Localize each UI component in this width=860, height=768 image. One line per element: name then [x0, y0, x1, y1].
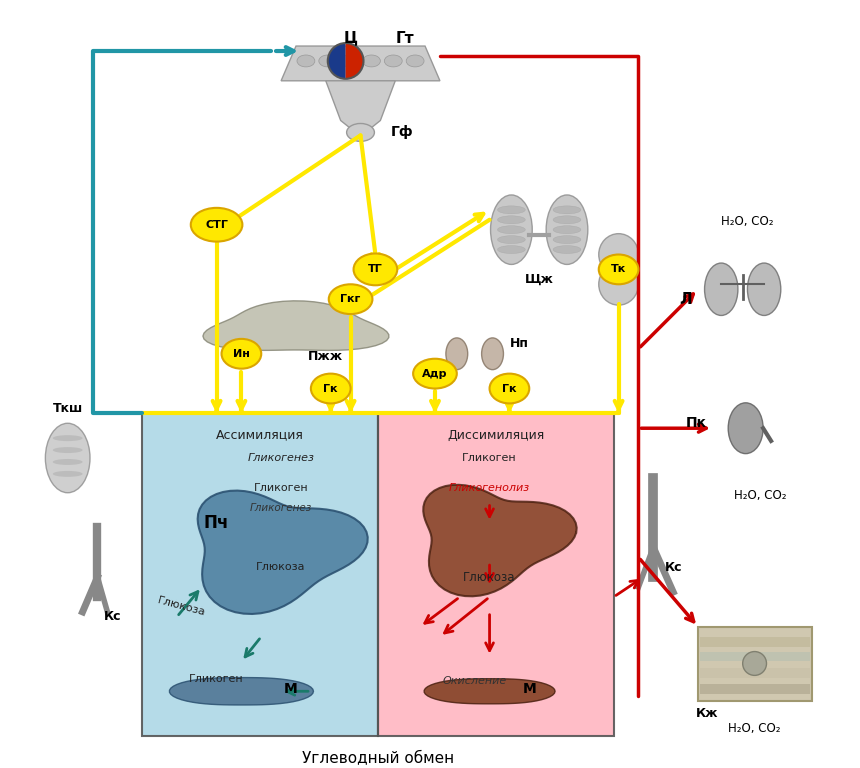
- Polygon shape: [326, 81, 396, 128]
- Ellipse shape: [406, 55, 424, 67]
- Ellipse shape: [222, 339, 261, 369]
- Ellipse shape: [329, 284, 372, 314]
- Ellipse shape: [310, 373, 351, 403]
- Text: H₂O, CO₂: H₂O, CO₂: [728, 723, 781, 736]
- Ellipse shape: [599, 254, 638, 284]
- Text: H₂O, CO₂: H₂O, CO₂: [734, 489, 787, 502]
- Text: Л: Л: [679, 292, 691, 306]
- Ellipse shape: [599, 263, 638, 305]
- Text: М: М: [522, 682, 536, 697]
- Text: Кс: Кс: [103, 611, 121, 624]
- Circle shape: [743, 651, 766, 675]
- Text: Глюкоза: Глюкоза: [256, 562, 306, 572]
- Text: Диссимиляция: Диссимиляция: [447, 429, 544, 442]
- Ellipse shape: [728, 402, 763, 454]
- Ellipse shape: [497, 236, 525, 243]
- Wedge shape: [328, 43, 346, 79]
- Ellipse shape: [599, 233, 638, 276]
- Ellipse shape: [413, 359, 457, 389]
- Wedge shape: [346, 43, 364, 79]
- Ellipse shape: [482, 338, 503, 369]
- Ellipse shape: [347, 124, 374, 141]
- Text: Тк: Тк: [611, 264, 626, 274]
- Ellipse shape: [546, 195, 588, 264]
- Ellipse shape: [52, 435, 83, 441]
- Ellipse shape: [704, 263, 738, 316]
- Ellipse shape: [319, 55, 337, 67]
- Ellipse shape: [191, 208, 243, 242]
- Bar: [700, 651, 810, 661]
- Text: Пч: Пч: [204, 514, 230, 531]
- Ellipse shape: [490, 195, 532, 264]
- Ellipse shape: [52, 459, 83, 465]
- Text: Ткш: Ткш: [52, 402, 83, 415]
- Text: Ц: Ц: [344, 31, 358, 45]
- Ellipse shape: [497, 206, 525, 214]
- Text: ТГ: ТГ: [368, 264, 383, 274]
- Text: Гкг: Гкг: [341, 294, 360, 304]
- Ellipse shape: [553, 216, 580, 223]
- Ellipse shape: [363, 55, 380, 67]
- Polygon shape: [281, 46, 440, 81]
- Bar: [700, 668, 810, 678]
- Text: Нп: Нп: [510, 337, 529, 350]
- Text: H₂O, CO₂: H₂O, CO₂: [722, 215, 774, 228]
- Ellipse shape: [553, 236, 580, 243]
- Text: Ассимиляция: Ассимиляция: [216, 429, 304, 442]
- Text: СТГ: СТГ: [206, 220, 228, 230]
- Text: М: М: [284, 682, 298, 697]
- Text: Глюкоза: Глюкоза: [157, 596, 207, 618]
- Ellipse shape: [489, 373, 529, 403]
- Text: Гт: Гт: [396, 31, 415, 45]
- Ellipse shape: [747, 263, 781, 316]
- Ellipse shape: [52, 447, 83, 453]
- Polygon shape: [203, 301, 389, 350]
- Text: Кж: Кж: [696, 707, 718, 720]
- Ellipse shape: [553, 246, 580, 253]
- Polygon shape: [423, 485, 577, 596]
- Ellipse shape: [353, 253, 397, 285]
- Text: Адр: Адр: [422, 369, 448, 379]
- Ellipse shape: [52, 471, 83, 477]
- Bar: [378, 413, 614, 736]
- Text: Гликоген: Гликоген: [189, 674, 244, 684]
- Text: Углеводный обмен: Углеводный обмен: [302, 750, 454, 765]
- Ellipse shape: [445, 338, 468, 369]
- Bar: [700, 637, 810, 647]
- Ellipse shape: [497, 216, 525, 223]
- Text: Гликогенез: Гликогенез: [248, 453, 315, 463]
- Text: Гк: Гк: [502, 383, 517, 393]
- Polygon shape: [169, 677, 313, 705]
- Text: Гликоген: Гликоген: [462, 453, 517, 463]
- Text: Гликогенез: Гликогенез: [250, 502, 312, 512]
- Ellipse shape: [497, 226, 525, 233]
- Bar: [700, 684, 810, 694]
- Text: Окисление: Окисление: [443, 677, 507, 687]
- Ellipse shape: [384, 55, 402, 67]
- Text: Гф: Гф: [390, 125, 413, 140]
- Bar: [142, 413, 378, 736]
- Text: Глюкоза: Глюкоза: [464, 571, 516, 584]
- Bar: [698, 627, 812, 701]
- Ellipse shape: [497, 246, 525, 253]
- Ellipse shape: [553, 206, 580, 214]
- Text: Пжж: Пжж: [308, 350, 343, 363]
- Ellipse shape: [553, 226, 580, 233]
- Text: Пк: Пк: [685, 416, 707, 430]
- Polygon shape: [424, 679, 555, 703]
- Text: Гликогенолиз: Гликогенолиз: [449, 483, 530, 493]
- Ellipse shape: [341, 55, 359, 67]
- Polygon shape: [198, 491, 368, 614]
- Ellipse shape: [297, 55, 315, 67]
- Text: Кс: Кс: [666, 561, 683, 574]
- Ellipse shape: [46, 423, 90, 493]
- Text: Ин: Ин: [233, 349, 250, 359]
- Text: Гликоген: Гликоген: [254, 483, 309, 493]
- Text: Гк: Гк: [323, 383, 338, 393]
- Text: Щж: Щж: [525, 273, 554, 286]
